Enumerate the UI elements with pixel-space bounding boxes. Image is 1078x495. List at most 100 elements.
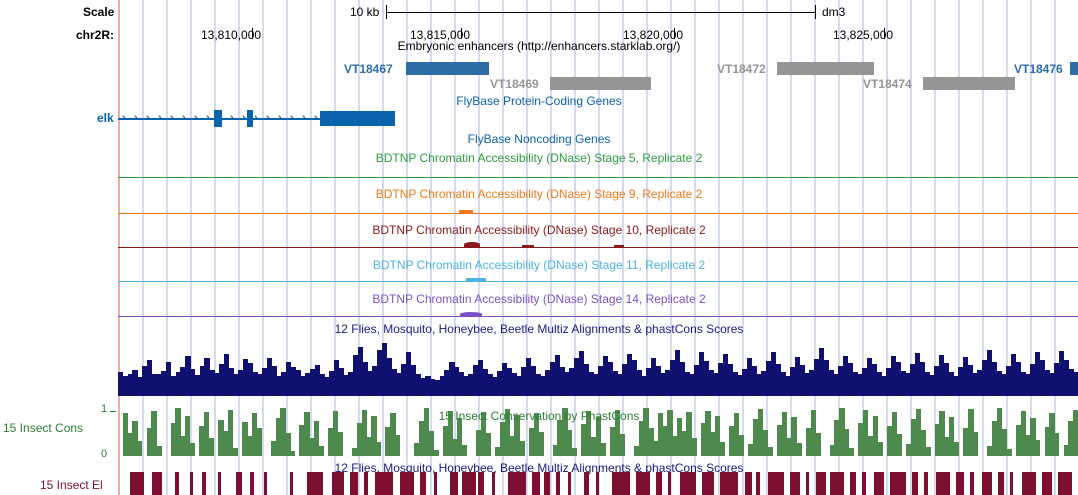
conserved-element[interactable] [478,472,484,495]
conserved-element[interactable] [720,472,738,495]
conserved-element[interactable] [936,472,950,495]
enhancer-label[interactable]: VT18474 [863,77,912,91]
wiggle-bar [626,354,633,396]
wiggle-bar [876,372,882,396]
conserved-element[interactable] [556,472,560,495]
wiggle-bar [242,359,249,396]
conserved-element[interactable] [350,472,358,495]
conserved-element[interactable] [912,472,918,495]
conserved-element[interactable] [508,472,526,495]
wiggle-bar [434,380,441,396]
conserved-element[interactable] [1058,472,1072,495]
conserved-element[interactable] [375,472,393,495]
conserved-element[interactable] [1010,472,1013,495]
wiggle-bar [667,410,673,456]
conserved-element[interactable] [924,472,928,495]
conserved-element[interactable] [596,472,599,495]
conserved-element[interactable] [130,472,144,495]
conserved-element[interactable] [175,472,179,495]
conserved-element[interactable] [956,472,964,495]
bdtnp-stage11-peak [466,278,486,281]
conserved-element[interactable] [680,472,696,495]
conserved-element[interactable] [668,472,671,495]
conserved-element[interactable] [745,472,752,495]
conserved-element[interactable] [152,472,162,495]
wiggle-bar [352,448,358,456]
conserved-element[interactable] [656,472,662,495]
wiggle-bar [289,451,296,456]
conserved-element[interactable] [584,472,589,495]
wiggle-bar [564,372,570,396]
enhancer-label[interactable]: VT18467 [344,62,393,76]
enhancer-feature-box[interactable] [777,62,874,75]
wiggle-bar [161,371,167,396]
wiggle-bar [428,431,434,456]
conserved-element[interactable] [400,472,414,495]
conserved-element[interactable] [970,472,974,495]
conserved-element[interactable] [862,472,866,495]
conserved-element[interactable] [612,472,630,495]
wiggle-bar [485,433,492,456]
conserved-element[interactable] [290,472,293,495]
wiggle-bar [1001,429,1007,456]
conserved-element[interactable] [250,472,254,495]
conserved-element[interactable] [1022,472,1036,495]
conserved-element[interactable] [236,472,242,495]
conserved-element[interactable] [874,472,884,495]
gene-label-elk[interactable]: elk [97,111,114,125]
gene-exon[interactable] [320,111,395,126]
conserved-element[interactable] [264,472,267,495]
wiggle-bar [934,366,940,396]
enhancer-feature-box[interactable] [923,77,1015,90]
conserved-element[interactable] [1042,472,1052,495]
gene-intron-line [118,118,395,120]
conserved-element[interactable] [190,472,193,495]
conserved-element[interactable] [768,472,784,495]
gene-exon[interactable] [247,110,253,127]
gene-exon[interactable] [214,110,222,127]
conserved-element[interactable] [544,472,550,495]
conserved-element[interactable] [332,472,344,495]
conserved-element[interactable] [998,472,1004,495]
enhancer-label[interactable]: VT18476 [1014,62,1063,76]
wiggle-bar [863,410,869,456]
enhancer-feature-box[interactable] [1070,62,1078,75]
wiggle-bar [915,409,921,456]
conserved-element[interactable] [202,472,206,495]
conserved-element[interactable] [806,472,809,495]
conserved-element[interactable] [532,472,540,495]
conserved-element[interactable] [434,472,437,495]
conserved-element[interactable] [890,472,906,495]
wiggle-bar [511,373,517,396]
wiggle-bar [252,372,258,396]
conserved-element[interactable] [830,472,844,495]
wiggle-bar [583,364,589,396]
conserved-element[interactable] [218,472,221,495]
conserved-element[interactable] [816,472,826,495]
conserved-element[interactable] [462,472,476,495]
conserved-element[interactable] [756,472,760,495]
conserved-element[interactable] [702,472,714,495]
conserved-element[interactable] [364,472,368,495]
enhancer-label[interactable]: VT18472 [717,62,766,76]
wiggle-bar [295,370,301,396]
conserved-element[interactable] [307,472,323,495]
wiggle-bar [362,362,369,396]
enhancer-feature-box[interactable] [550,77,651,90]
wiggle-bar [713,373,719,396]
bdtnp-stage14-baseline [118,316,1078,317]
conserved-element[interactable] [790,472,800,495]
conserved-element[interactable] [492,472,495,495]
conserved-element[interactable] [450,472,458,495]
conserved-element[interactable] [636,472,650,495]
enhancer-label[interactable]: VT18469 [490,77,539,91]
conserved-element[interactable] [982,472,992,495]
wiggle-bar [137,441,143,456]
enhancer-feature-box[interactable] [406,62,489,75]
conserved-element[interactable] [850,472,856,495]
conserved-element[interactable] [568,472,571,495]
conserved-element[interactable] [420,472,426,495]
wiggle-bar [968,409,974,456]
wiggle-bar [718,363,724,396]
wiggle-bar [593,374,599,396]
